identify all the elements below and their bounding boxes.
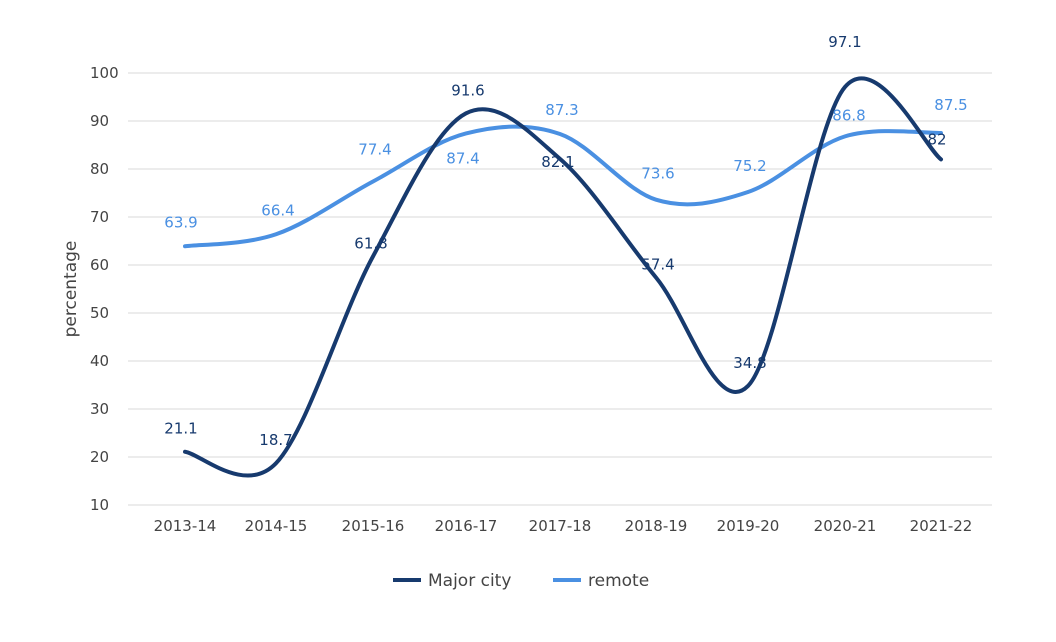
- data-label: 73.6: [641, 165, 674, 183]
- series-line-remote: [183, 124, 943, 249]
- y-tick-label: 40: [90, 352, 109, 370]
- data-label: 18.7: [259, 431, 292, 449]
- data-label: 57.4: [641, 255, 674, 273]
- x-tick-label: 2016-17: [435, 517, 498, 535]
- data-label: 75.2: [733, 157, 766, 175]
- data-label: 87.3: [545, 101, 578, 119]
- x-tick-label: 2013-14: [154, 517, 217, 535]
- y-tick-label: 100: [90, 64, 119, 82]
- series-line-major-city: [183, 76, 943, 478]
- y-tick-label: 60: [90, 256, 109, 274]
- data-label: 87.5: [934, 96, 967, 114]
- data-label: 66.4: [261, 201, 294, 219]
- y-axis-label: percentage: [61, 241, 81, 338]
- data-label: 82.1: [541, 153, 574, 171]
- y-tick-label: 20: [90, 448, 109, 466]
- y-tick-label: 30: [90, 400, 109, 418]
- data-label: 63.9: [164, 213, 197, 231]
- x-tick-label: 2017-18: [529, 517, 592, 535]
- data-label: 91.6: [451, 81, 484, 99]
- y-axis-ticks: 10 20 30 40 50 60 70 80 90 100: [90, 64, 119, 514]
- x-axis-ticks: 2013-14 2014-15 2015-16 2016-17 2017-18 2018-…: [154, 517, 973, 535]
- y-tick-label: 50: [90, 304, 109, 322]
- data-labels: 21.1 18.7 61.8 91.6 82.1 57.4 34.8 97.1 82 63.9 66…: [164, 33, 967, 449]
- y-tick-label: 70: [90, 208, 109, 226]
- y-tick-label: 80: [90, 160, 109, 178]
- data-label: 34.8: [733, 354, 766, 372]
- data-label: 87.4: [446, 149, 479, 167]
- data-label: 61.8: [354, 234, 387, 252]
- series-lines: [183, 76, 943, 478]
- legend-label: remote: [588, 571, 649, 591]
- y-tick-label: 10: [90, 496, 109, 514]
- data-label: 77.4: [358, 140, 391, 158]
- data-label: 86.8: [832, 106, 865, 124]
- x-tick-label: 2019-20: [717, 517, 780, 535]
- x-tick-label: 2018-19: [625, 517, 688, 535]
- x-tick-label: 2020-21: [814, 517, 877, 535]
- data-label: 82: [927, 130, 946, 148]
- grid-lines: [128, 72, 992, 506]
- x-tick-label: 2021-22: [910, 517, 973, 535]
- legend: Major city remote: [393, 571, 649, 591]
- legend-label: Major city: [428, 571, 511, 591]
- x-tick-label: 2015-16: [342, 517, 405, 535]
- x-tick-label: 2014-15: [245, 517, 308, 535]
- data-label: 97.1: [828, 33, 861, 51]
- y-tick-label: 90: [90, 112, 109, 130]
- data-label: 21.1: [164, 420, 197, 438]
